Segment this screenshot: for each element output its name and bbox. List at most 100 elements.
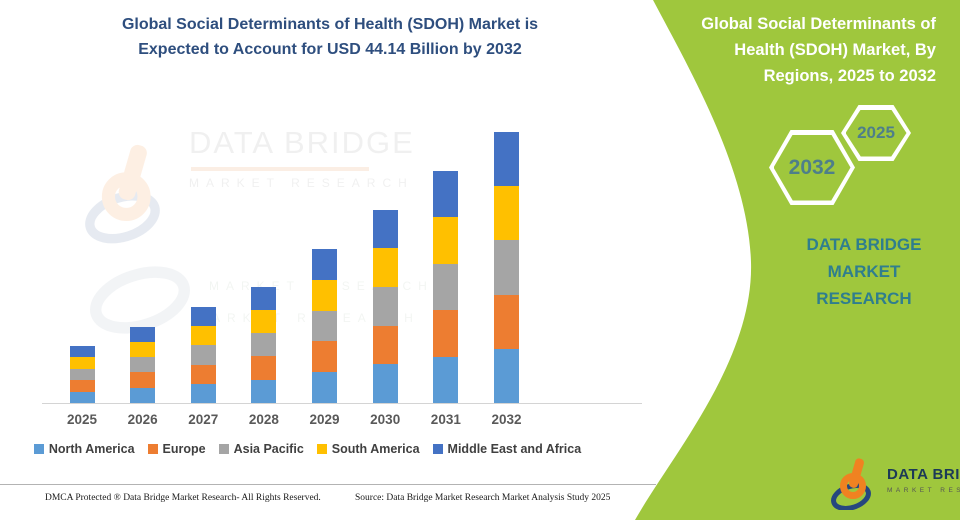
watermark-sub-text: MARKET RESEARCH	[189, 176, 414, 190]
segment-middle-east-and-africa-2025	[69, 346, 95, 358]
segment-europe-2028	[251, 356, 277, 380]
dbmr-logo-icon	[831, 458, 871, 510]
hexagon-2032: 2032	[769, 130, 855, 205]
legend-label-north-america: North America	[48, 442, 135, 456]
legend-label-middle-east-and-africa: Middle East and Africa	[447, 442, 582, 456]
hexagon-2025: 2025	[841, 105, 911, 161]
segment-north-america-2027	[190, 383, 216, 403]
segment-north-america-2031	[433, 356, 459, 403]
segment-south-america-2027	[190, 326, 216, 346]
panel-brand-line1: DATA BRIDGE MARKET	[806, 235, 922, 281]
bar-2032	[493, 132, 519, 403]
segment-north-america-2028	[251, 379, 277, 403]
segment-asia-pacific-2032	[493, 240, 519, 295]
chart-title: Global Social Determinants of Health (SD…	[0, 12, 660, 62]
x-axis-line	[42, 403, 642, 404]
footer-divider	[0, 484, 656, 485]
segment-middle-east-and-africa-2030	[372, 209, 398, 249]
segment-middle-east-and-africa-2029	[312, 249, 338, 280]
segment-north-america-2025	[69, 391, 95, 403]
dbmr-swoosh-icon	[89, 266, 191, 334]
x-axis-label-2031: 2031	[430, 412, 461, 427]
segment-south-america-2029	[312, 279, 338, 311]
logo-brand-text: DATA BRIDGE	[887, 466, 960, 483]
segment-south-america-2032	[493, 186, 519, 241]
segment-middle-east-and-africa-2032	[493, 132, 519, 187]
segment-europe-2030	[372, 325, 398, 365]
stacked-bar-chart: 2025 2026 2027 2028 2029 2030 2031 2032	[42, 132, 642, 427]
legend-item-europe: Europe	[147, 442, 206, 456]
panel-brand-line2: RESEARCH	[816, 289, 912, 308]
x-axis-label-2027: 2027	[188, 412, 219, 427]
segment-middle-east-and-africa-2026	[130, 326, 156, 342]
segment-middle-east-and-africa-2028	[251, 286, 277, 310]
panel-brand-text: DATA BRIDGE MARKET RESEARCH	[775, 231, 953, 312]
hexagon-2025-label: 2025	[857, 123, 895, 142]
panel-title-line1: Global Social Determinants of	[701, 15, 936, 33]
segment-europe-2027	[190, 364, 216, 384]
x-axis-label-2026: 2026	[127, 412, 158, 427]
x-axis-label-2028: 2028	[248, 412, 279, 427]
segment-south-america-2028	[251, 309, 277, 334]
segment-north-america-2029	[312, 372, 338, 403]
segment-asia-pacific-2030	[372, 286, 398, 326]
legend-label-asia-pacific: Asia Pacific	[233, 442, 304, 456]
legend-item-south-america: South America	[316, 442, 420, 456]
segment-south-america-2025	[69, 357, 95, 369]
segment-europe-2031	[433, 310, 459, 357]
logo-sub-text: MARKET RESEARCH	[887, 487, 960, 494]
legend-swatch-europe	[147, 444, 158, 454]
segment-asia-pacific-2027	[190, 345, 216, 365]
segment-europe-2029	[312, 341, 338, 373]
hexagon-2032-label: 2032	[788, 155, 836, 179]
chart-title-line1: Global Social Determinants of Health (SD…	[121, 16, 539, 33]
segment-south-america-2026	[130, 341, 156, 358]
segment-south-america-2031	[433, 217, 459, 264]
segment-middle-east-and-africa-2031	[433, 170, 459, 217]
segment-south-america-2030	[372, 248, 398, 287]
hexagon-2025-border: 2025	[841, 105, 911, 161]
segment-middle-east-and-africa-2027	[190, 307, 216, 327]
bar-2025	[69, 346, 95, 403]
bar-2026	[130, 326, 156, 403]
legend-label-europe: Europe	[162, 442, 206, 456]
segment-north-america-2032	[493, 348, 519, 403]
watermark-logo-group: DATA BRIDGE MARKET RESEARCH	[85, 125, 434, 247]
segment-north-america-2030	[372, 364, 398, 403]
legend-item-asia-pacific: Asia Pacific	[218, 442, 304, 456]
segment-europe-2026	[130, 372, 156, 388]
panel-title: Global Social Determinants of Health (SD…	[681, 11, 936, 89]
segment-asia-pacific-2029	[312, 310, 338, 342]
segment-asia-pacific-2025	[69, 368, 95, 381]
segment-asia-pacific-2031	[433, 263, 459, 310]
segment-asia-pacific-2028	[251, 333, 277, 357]
dbmr-logo-mark-icon	[85, 144, 160, 244]
segment-europe-2032	[493, 294, 519, 349]
segment-north-america-2026	[130, 387, 156, 403]
x-axis-label-2030: 2030	[370, 412, 401, 427]
watermark-divider	[191, 167, 369, 171]
segment-europe-2025	[69, 380, 95, 392]
chart-title-line2: Expected to Account for USD 44.14 Billio…	[138, 41, 522, 58]
legend-swatch-middle-east-and-africa	[432, 444, 443, 454]
segment-asia-pacific-2026	[130, 357, 156, 373]
watermark-brand-text: DATA BRIDGE	[189, 125, 415, 160]
legend-item-middle-east-and-africa: Middle East and Africa	[432, 442, 582, 456]
x-axis-label-2032: 2032	[491, 412, 522, 427]
bar-2030	[372, 209, 398, 403]
x-axis-label-2025: 2025	[66, 412, 98, 427]
legend-item-north-america: North America	[33, 442, 135, 456]
watermark-echo-text2: MARKET RESEARCH	[195, 311, 420, 325]
legend-swatch-south-america	[316, 444, 327, 454]
panel-title-line2: Health (SDOH) Market, By	[734, 41, 936, 59]
x-axis-label-2029: 2029	[309, 412, 340, 427]
source-note: Source: Data Bridge Market Research Mark…	[355, 493, 611, 503]
legend-swatch-asia-pacific	[218, 444, 229, 454]
bar-2031	[433, 170, 459, 403]
chart-legend: North America Europe Asia Pacific South Ame…	[0, 442, 615, 456]
bar-2028	[251, 286, 277, 403]
panel-title-line3: Regions, 2025 to 2032	[763, 67, 936, 85]
dbmr-logo: DATA BRIDGE MARKET RESEARCH	[831, 456, 960, 510]
dmca-notice: DMCA Protected ® Data Bridge Market Rese…	[45, 493, 321, 503]
